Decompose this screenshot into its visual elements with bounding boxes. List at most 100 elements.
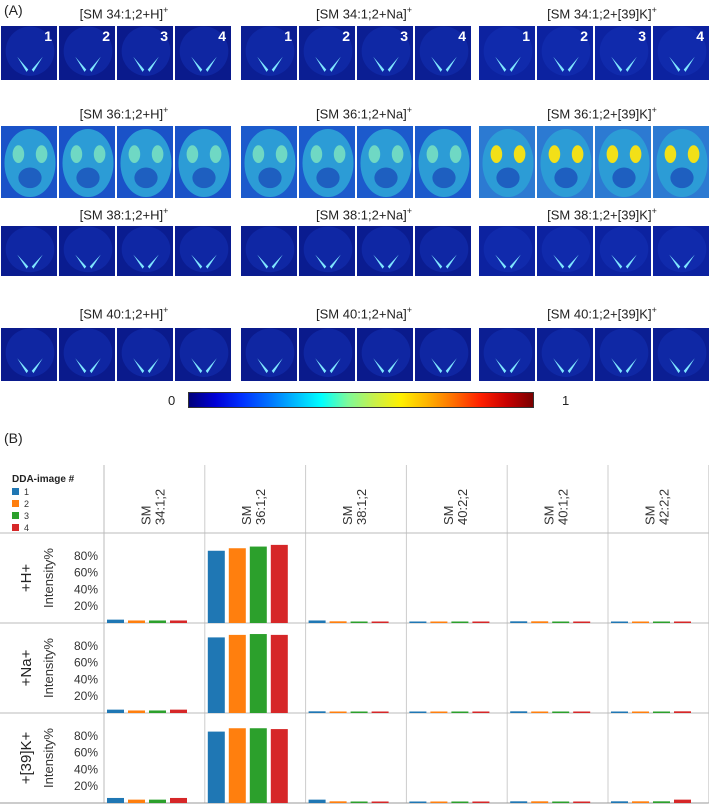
ms-image-tile xyxy=(652,225,709,277)
ms-image-tile xyxy=(298,125,356,199)
tissue-shape xyxy=(599,226,649,273)
ms-image-tile xyxy=(478,327,536,382)
ms-image-tile xyxy=(594,327,652,382)
tissue-shape xyxy=(302,128,354,198)
y-axis-label: Intensity% xyxy=(41,728,56,788)
ms-image-tile xyxy=(652,327,709,382)
bar xyxy=(170,709,187,713)
bar xyxy=(149,710,166,713)
image-title-text: [SM 34:1;2+H] xyxy=(79,6,164,22)
image-title-text: [SM 40:1;2+[39]K] xyxy=(547,306,652,322)
image-title: [SM 36:1;2+Na]+ xyxy=(248,105,480,121)
ms-image-tile xyxy=(652,125,709,199)
tissue-shape xyxy=(63,26,113,76)
legend-swatch-4 xyxy=(12,524,19,531)
legend-label-2: 2 xyxy=(24,499,29,509)
ms-image-tile: 2 xyxy=(536,25,594,81)
legend-swatch-1 xyxy=(12,488,19,495)
ms-image-tile xyxy=(298,327,356,382)
row-label: +H+ xyxy=(18,564,35,593)
tissue-shape xyxy=(419,328,469,377)
image-number: 4 xyxy=(458,28,466,44)
ms-image-tile xyxy=(478,225,536,277)
bar xyxy=(674,621,691,623)
bar xyxy=(472,801,490,803)
column-header: SM 38:1;2 xyxy=(340,489,369,525)
column-header: SM 42:2;2 xyxy=(642,489,671,525)
ms-image-tile xyxy=(414,225,472,277)
panel-b-label: (B) xyxy=(4,430,23,446)
bar xyxy=(107,797,124,803)
ms-image-tile xyxy=(298,225,356,277)
image-title-text: [SM 36:1;2+[39]K] xyxy=(547,106,652,122)
bar xyxy=(611,621,628,623)
bar xyxy=(573,801,591,803)
ms-image-tile: 4 xyxy=(414,25,472,81)
image-number: 2 xyxy=(580,28,588,44)
legend-swatch-3 xyxy=(12,512,19,519)
tissue-shape xyxy=(178,128,230,198)
tissue-shape xyxy=(540,128,592,198)
ms-image-tile xyxy=(414,327,472,382)
bar xyxy=(228,548,246,623)
y-tick-label: 60% xyxy=(74,566,98,580)
image-title: [SM 40:1;2+H]+ xyxy=(8,305,240,321)
bar xyxy=(170,797,187,803)
ms-image-tile xyxy=(174,225,232,277)
image-title-superscript: + xyxy=(163,305,169,315)
bar xyxy=(674,799,691,803)
image-number: 2 xyxy=(342,28,350,44)
ms-image-tile xyxy=(58,327,116,382)
tissue-shape xyxy=(303,328,353,377)
ms-image-tile: 1 xyxy=(478,25,536,81)
ms-image-tile: 2 xyxy=(58,25,116,81)
ms-image-tile xyxy=(174,327,232,382)
bar xyxy=(409,621,427,623)
image-title-superscript: + xyxy=(163,5,169,15)
bar xyxy=(371,711,389,713)
bar xyxy=(329,711,347,713)
image-title-superscript: + xyxy=(406,105,412,115)
bar xyxy=(573,621,591,623)
image-title: [SM 34:1;2+[39]K]+ xyxy=(486,5,709,21)
image-number: 3 xyxy=(638,28,646,44)
bar xyxy=(249,546,267,623)
image-number: 1 xyxy=(284,28,292,44)
bar xyxy=(451,621,469,623)
bar xyxy=(531,801,549,803)
image-title-superscript: + xyxy=(406,206,412,216)
column-header-text: 42:2;2 xyxy=(656,489,671,525)
tissue-shape xyxy=(4,128,56,198)
bar xyxy=(531,621,549,623)
panel-a-label: (A) xyxy=(4,2,23,18)
ms-image-tile xyxy=(478,125,536,199)
image-title: [SM 36:1;2+H]+ xyxy=(8,105,240,121)
tissue-shape xyxy=(598,128,650,198)
ms-image-tile xyxy=(58,125,116,199)
image-title-text: [SM 34:1;2+Na] xyxy=(316,6,407,22)
legend-label-1: 1 xyxy=(24,487,29,497)
ms-image-tile xyxy=(0,327,58,382)
y-tick-label: 60% xyxy=(74,746,98,760)
image-title: [SM 38:1;2+[39]K]+ xyxy=(486,206,709,222)
tissue-shape xyxy=(245,328,295,377)
image-title-text: [SM 40:1;2+H] xyxy=(79,306,164,322)
bar xyxy=(207,637,225,713)
ms-image-tile xyxy=(116,327,174,382)
bar xyxy=(653,621,670,623)
tissue-shape xyxy=(120,128,172,198)
bar xyxy=(409,801,427,803)
legend-label-4: 4 xyxy=(24,523,29,533)
tissue-shape xyxy=(179,328,229,377)
ms-image-tile xyxy=(240,125,298,199)
ms-image-tile: 3 xyxy=(356,25,414,81)
colorbar xyxy=(188,392,534,408)
ms-image-tile xyxy=(240,327,298,382)
tissue-shape xyxy=(657,226,707,273)
y-axis-label: Intensity% xyxy=(41,548,56,608)
image-title: [SM 40:1;2+[39]K]+ xyxy=(486,305,709,321)
tissue-shape xyxy=(63,328,113,377)
legend-title: DDA-image # xyxy=(12,474,75,485)
bar xyxy=(451,711,469,713)
tissue-shape xyxy=(657,26,707,76)
